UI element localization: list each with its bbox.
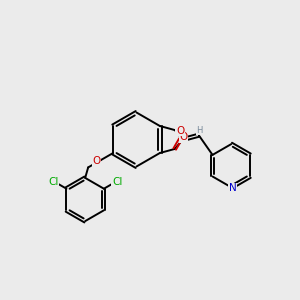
Text: Cl: Cl [112,177,122,187]
Text: N: N [229,184,236,194]
Text: O: O [93,156,101,167]
Text: O: O [176,126,184,136]
Text: Cl: Cl [48,177,58,187]
Text: H: H [196,126,203,135]
Text: O: O [179,132,188,142]
